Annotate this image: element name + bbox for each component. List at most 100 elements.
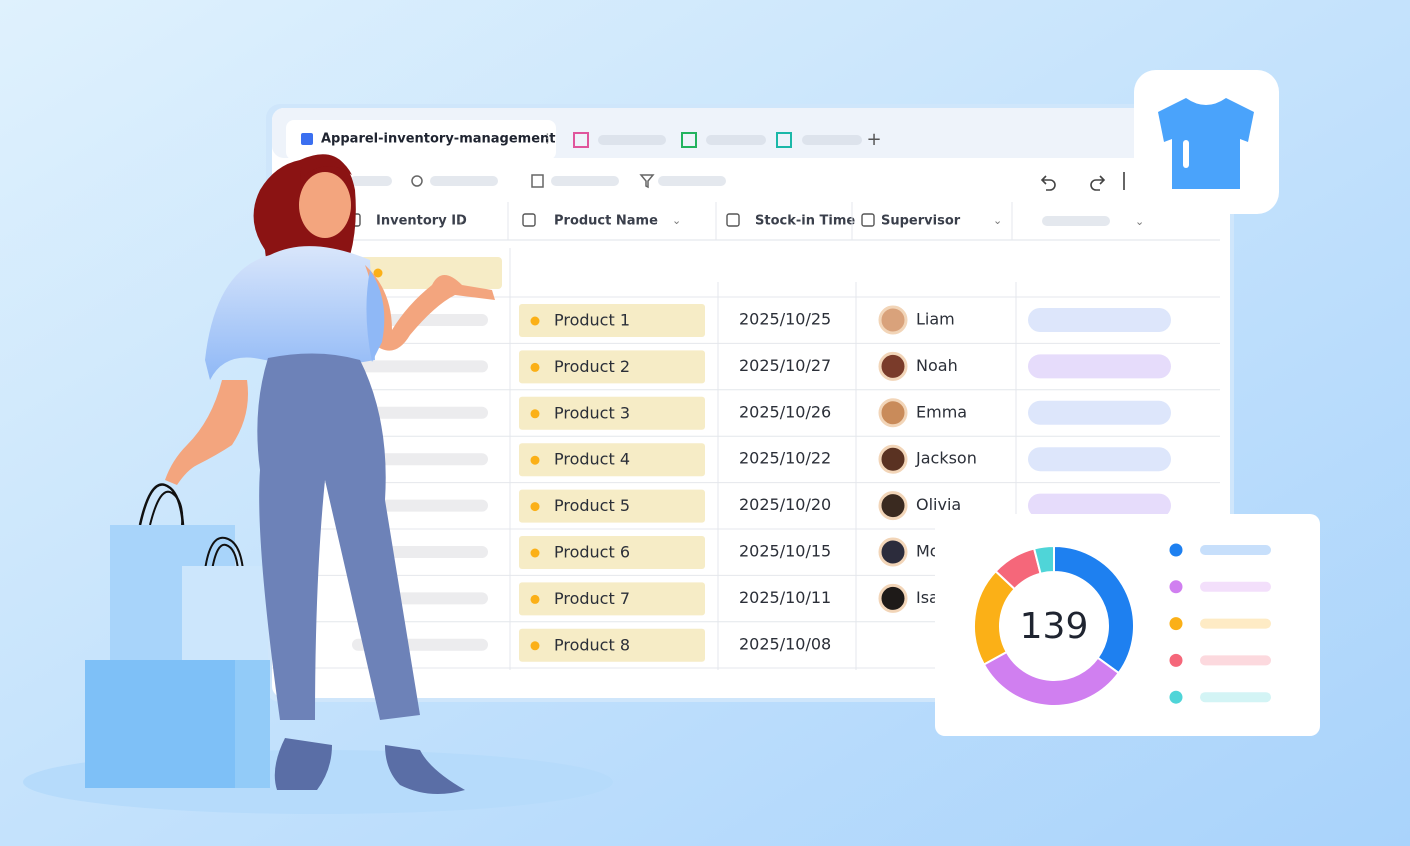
id-placeholder — [352, 453, 488, 466]
dropdown[interactable]: ⌄ — [993, 214, 1002, 227]
status-dot — [530, 409, 540, 419]
illustration-woman — [165, 154, 495, 794]
shirt-detail — [1183, 140, 1189, 168]
active-tab[interactable] — [286, 120, 556, 160]
tab-placeholder[interactable] — [802, 135, 862, 145]
status-dot — [530, 455, 540, 465]
tag-placeholder — [1028, 308, 1171, 332]
stock-in-time: 2025/10/11 — [739, 588, 831, 607]
stock-in-time: 2025/10/26 — [739, 402, 831, 421]
stock-in-time: 2025/10/25 — [739, 310, 831, 329]
product-name: Product 2 — [554, 357, 630, 376]
shirt-icon — [1158, 98, 1254, 189]
dropdown[interactable]: ⌄ — [672, 214, 681, 227]
product-name: Product 6 — [554, 543, 630, 562]
column-header[interactable]: Supervisor — [881, 214, 961, 229]
id-placeholder — [352, 406, 488, 419]
stock-in-time: 2025/10/27 — [739, 356, 831, 375]
product-badge — [519, 443, 705, 477]
status-dot — [530, 316, 540, 326]
product-badge — [519, 350, 705, 384]
status-dot — [530, 502, 540, 512]
column-icon — [726, 213, 740, 227]
redo[interactable] — [1090, 175, 1106, 191]
tab-placeholder[interactable] — [598, 135, 666, 145]
tag-placeholder — [1028, 493, 1171, 518]
product-name: Product 5 — [554, 496, 630, 515]
supervisor-name: Liam — [916, 310, 955, 329]
sheet-icon — [301, 133, 313, 145]
status-dot — [530, 594, 540, 604]
product-badge — [519, 304, 705, 337]
toolbar-item[interactable] — [658, 176, 726, 186]
stock-in-time: 2025/10/22 — [739, 449, 831, 468]
tag-placeholder — [1028, 354, 1171, 379]
status-dot — [530, 641, 540, 651]
product-name: Product 7 — [554, 589, 630, 608]
dropdown[interactable]: ⌄ — [456, 214, 465, 227]
legend-dot — [1169, 653, 1183, 667]
toolbar-item[interactable] — [350, 176, 392, 186]
product-name: Product 8 — [554, 635, 630, 654]
column-header[interactable]: Product Name — [554, 214, 658, 229]
tab-placeholder[interactable] — [706, 135, 766, 145]
legend-dot — [1169, 580, 1183, 594]
supervisor-name: Noah — [916, 356, 958, 375]
stock-in-time: 2025/10/20 — [739, 495, 831, 514]
tab-icon — [776, 132, 792, 148]
add-tab[interactable]: + — [866, 129, 881, 150]
legend-placeholder — [1200, 618, 1271, 629]
product-badge — [519, 628, 705, 662]
product-badge — [519, 536, 705, 569]
shopping-box-side — [235, 660, 270, 788]
status-dot — [373, 268, 383, 278]
stock-in-time: 2025/10/08 — [739, 634, 831, 653]
form-icon[interactable] — [531, 174, 544, 188]
avatar — [878, 537, 908, 567]
dropdown[interactable]: ⌄ — [1135, 215, 1144, 228]
donut-segment — [1032, 544, 1055, 575]
settings-icon[interactable] — [411, 175, 423, 187]
tag-placeholder — [1028, 447, 1171, 472]
supervisor-name: Mo — [916, 542, 940, 561]
header-placeholder — [1042, 216, 1110, 226]
status-dot — [530, 362, 540, 372]
supervisor-name: Jackson — [915, 449, 977, 468]
supervisor-name: Olivia — [916, 495, 961, 514]
legend-placeholder — [1200, 581, 1271, 592]
bag-handle — [204, 536, 244, 571]
product-name: Product 3 — [554, 403, 630, 422]
tab-icon — [681, 132, 697, 148]
tag-placeholder — [1028, 400, 1171, 425]
column-icon — [861, 213, 875, 227]
column-header[interactable]: Inventory ID — [376, 214, 467, 229]
column-icon — [522, 213, 536, 227]
avatar — [878, 491, 908, 521]
toolbar-item[interactable] — [551, 176, 619, 186]
avatar — [878, 583, 908, 613]
status-dot — [530, 548, 540, 558]
legend-placeholder — [1200, 692, 1271, 703]
stock-in-time: 2025/10/15 — [739, 542, 831, 561]
product-badge — [519, 489, 705, 523]
legend-dot — [1169, 543, 1183, 557]
shopping-bag — [182, 566, 268, 662]
legend-dot — [1169, 690, 1183, 704]
supervisor-name: Emma — [916, 402, 967, 421]
undo[interactable] — [1040, 175, 1056, 191]
supervisor-name: Isa — [916, 588, 939, 607]
toolbar-item[interactable] — [430, 176, 498, 186]
legend-dot — [1169, 617, 1183, 631]
tab-menu[interactable]: ⋮ — [541, 132, 554, 147]
tab-icon — [573, 132, 589, 148]
product-badge — [519, 396, 705, 430]
avatar — [878, 305, 908, 335]
column-header[interactable]: Stock-in Time — [755, 214, 855, 229]
legend-placeholder — [1200, 655, 1271, 666]
filter-icon[interactable] — [639, 174, 655, 189]
avatar — [878, 398, 908, 428]
donut-total: 139 — [1020, 606, 1089, 647]
product-badge — [519, 582, 705, 616]
